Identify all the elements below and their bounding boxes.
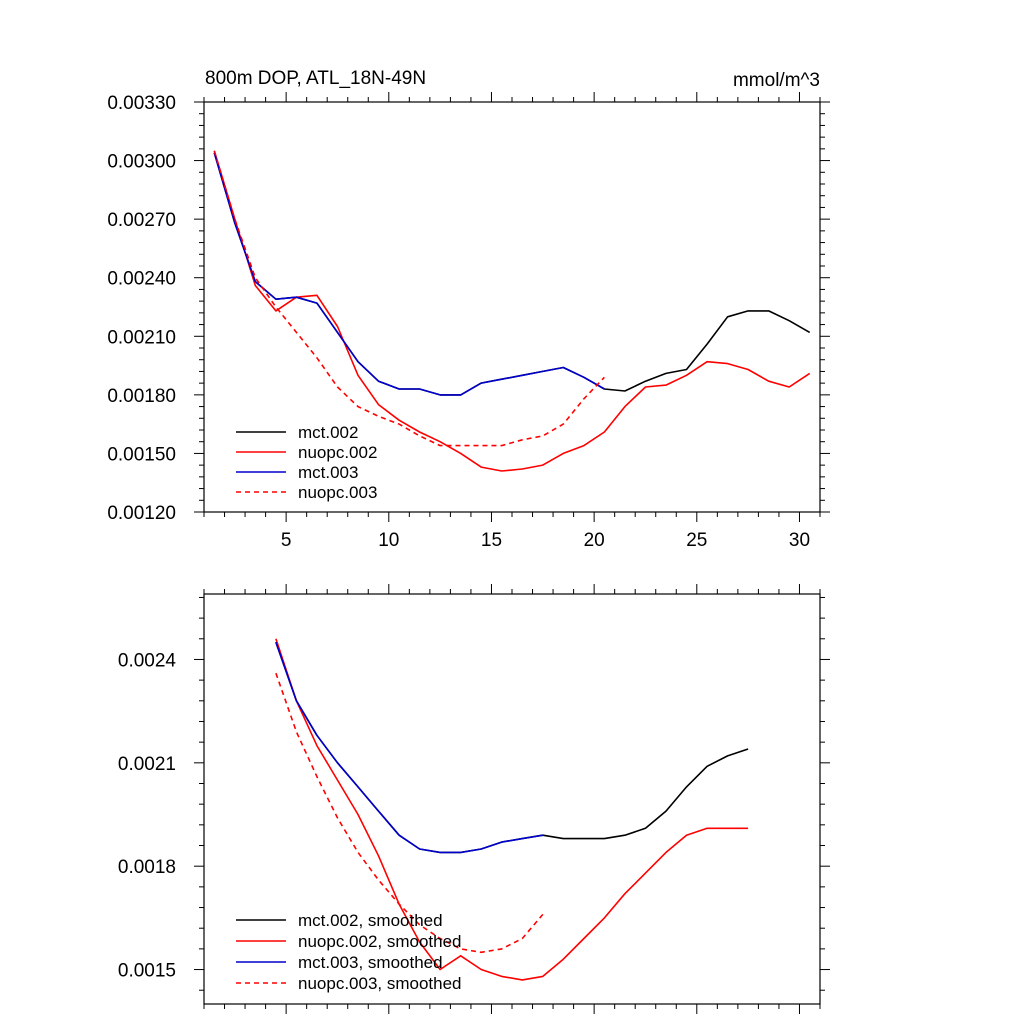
series-line-3: [275, 672, 544, 954]
y-tick-label: 0.00120: [107, 503, 176, 524]
legend: mct.002, smoothed nuopc.002, smoothed mc…: [236, 911, 462, 993]
series-line-2: [275, 641, 543, 854]
legend-label: nuopc.002: [298, 443, 377, 462]
y-tick-label: 0.00330: [107, 93, 176, 114]
series-line-0: [275, 641, 749, 854]
x-tick-label: 25: [686, 530, 707, 551]
units-label: mmol/m^3: [733, 70, 820, 91]
y-tick-label: 0.0018: [118, 857, 176, 878]
legend-label: mct.002, smoothed: [298, 911, 443, 930]
legend-label: mct.003: [298, 463, 358, 482]
series-group: [275, 638, 749, 981]
x-tick-label: 15: [481, 530, 502, 551]
y-tick-label: 0.00300: [107, 152, 176, 173]
y-tick-label: 0.0024: [118, 650, 177, 671]
chart-title: 800m DOP, ATL_18N-49N: [205, 68, 426, 89]
legend-label: nuopc.003, smoothed: [298, 974, 462, 993]
legend-label: mct.002: [298, 423, 358, 442]
y-tick-label: 0.00270: [107, 210, 176, 231]
y-tick-label: 0.00180: [107, 386, 176, 407]
legend-label: mct.003, smoothed: [298, 953, 443, 972]
bottom-panel: 0.0015 0.0018 0.0021 0.0024 mct.002, smooth…: [118, 584, 830, 1014]
x-tick-label: 30: [789, 530, 810, 551]
y-tick-label: 0.00210: [107, 327, 176, 348]
x-tick-label: 5: [281, 530, 292, 551]
y-tick-label: 0.00150: [107, 444, 176, 465]
y-tick-label: 0.0021: [118, 754, 176, 775]
plot-frame: [203, 101, 821, 513]
series-line-2: [213, 152, 605, 396]
x-tick-label: 10: [378, 530, 399, 551]
x-tick-label: 20: [584, 530, 605, 551]
top-panel: 800m DOP, ATL_18N-49N mmol/m^3 5 10 15 20 25…: [107, 68, 830, 551]
series-line-1: [275, 638, 749, 981]
legend-label: nuopc.002, smoothed: [298, 932, 462, 951]
y-tick-label: 0.00240: [107, 269, 176, 290]
legend: mct.002 nuopc.002 mct.003 nuopc.003: [236, 423, 377, 502]
y-tick-label: 0.0015: [118, 961, 176, 982]
axis-ticks: 5 10 15 20 25 30 0.00120 0.00150 0.00180 0.00210 0…: [107, 92, 830, 551]
series-line-1: [213, 150, 811, 472]
series-group: [213, 150, 811, 472]
series-line-3: [213, 150, 605, 447]
legend-label: nuopc.003: [298, 483, 377, 502]
plot-frame: [203, 593, 821, 1005]
axis-ticks: 0.0015 0.0018 0.0021 0.0024: [118, 584, 830, 1014]
series-line-0: [213, 152, 811, 396]
